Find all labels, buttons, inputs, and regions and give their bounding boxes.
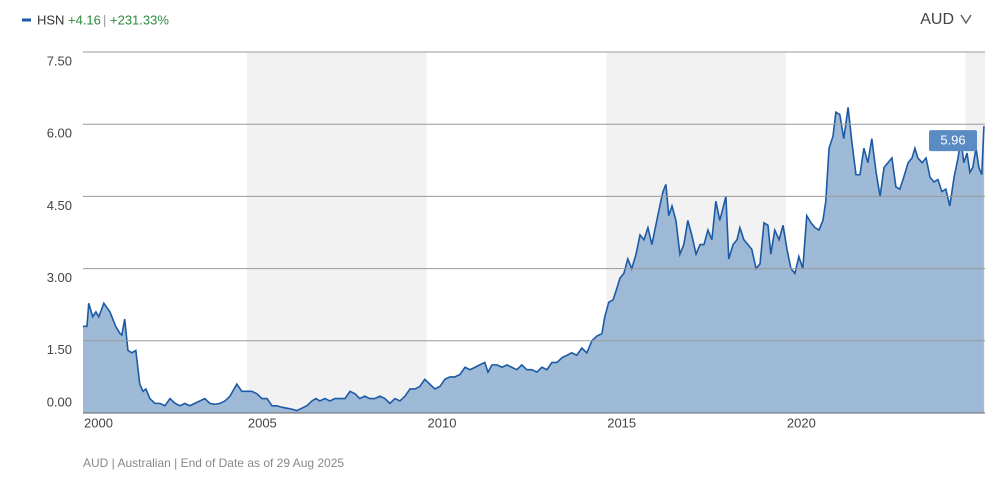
dropdown-chevron[interactable] [960, 14, 972, 25]
y-tick-label: 0.00 [47, 394, 72, 409]
legend-change: +4.16 [68, 12, 101, 27]
x-tick-label: 2020 [787, 415, 816, 430]
legend-separator: | [103, 12, 106, 27]
legend-ticker: HSN [37, 12, 64, 27]
area-fill [83, 107, 984, 413]
last-value-label: 5.96 [940, 133, 965, 148]
legend-change-pct: +231.33% [110, 12, 169, 27]
y-tick-label: 4.50 [47, 198, 72, 213]
plot: 5.96 7.50 6.00 4.50 3.00 1.50 0.00 2000 2005 2010… [47, 51, 985, 430]
price-line [83, 107, 985, 412]
y-tick-label: 6.00 [47, 126, 72, 141]
y-tick-label: 7.50 [47, 53, 72, 68]
shaded-band [246, 52, 427, 413]
y-tick-label: 3.00 [47, 270, 72, 285]
footer-note: AUD | Australian | End of Date as of 29 … [83, 456, 344, 470]
x-tick-label: 2015 [607, 415, 636, 430]
x-tick-label: 2010 [428, 415, 457, 430]
last-value-tag [929, 130, 977, 152]
x-tick-label: 2000 [84, 415, 113, 430]
y-tick-label: 1.50 [47, 342, 72, 357]
currency-dropdown[interactable]: AUD [920, 11, 972, 28]
currency-label[interactable]: AUD [920, 11, 954, 28]
x-tick-label: 2005 [248, 415, 277, 430]
